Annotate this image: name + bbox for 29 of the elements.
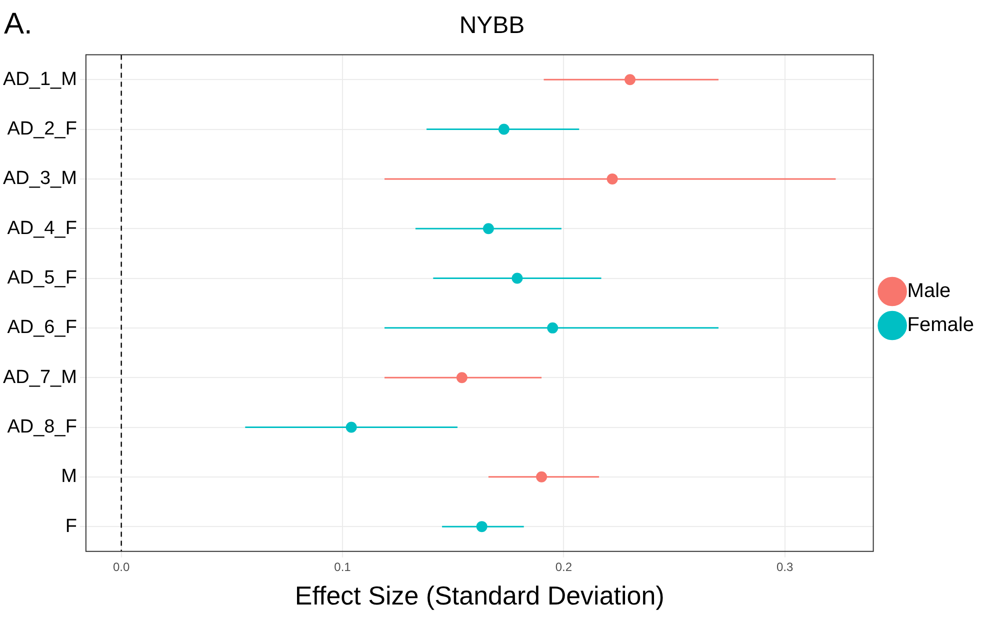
legend-label: Female [907,314,974,336]
chart-title: NYBB [459,12,525,40]
point [456,372,468,384]
y-tick-label: F [65,516,77,537]
point [536,471,548,482]
y-tick-label: AD_3_M [3,168,77,190]
y-tick-label: AD_2_F [7,118,77,140]
text: A. [4,7,32,40]
point [476,521,488,532]
point [482,223,494,234]
point [606,173,618,184]
point [498,124,510,135]
point [512,272,523,284]
x-axis-title: Effect Size (Standard Deviation) [294,580,664,611]
x-tick-label: 0.0 [112,560,130,574]
y-tick-label: AD_1_M [3,68,77,90]
y-tick-label: AD_7_M [3,366,77,388]
point [547,322,558,334]
x-tick-label: 0.2 [555,560,572,574]
point [624,74,636,86]
y-tick-label: AD_5_F [7,268,77,289]
legend-label: Male [907,280,951,302]
y-tick-label: AD_8_F [7,416,77,438]
y-tick-label: AD_6_F [7,317,77,338]
point [346,422,357,433]
x-tick-label: 0.3 [776,560,794,574]
x-tick-label: 0.1 [334,560,352,574]
y-tick-label: AD_4_F [7,218,77,239]
y-tick-label: M [61,466,77,488]
